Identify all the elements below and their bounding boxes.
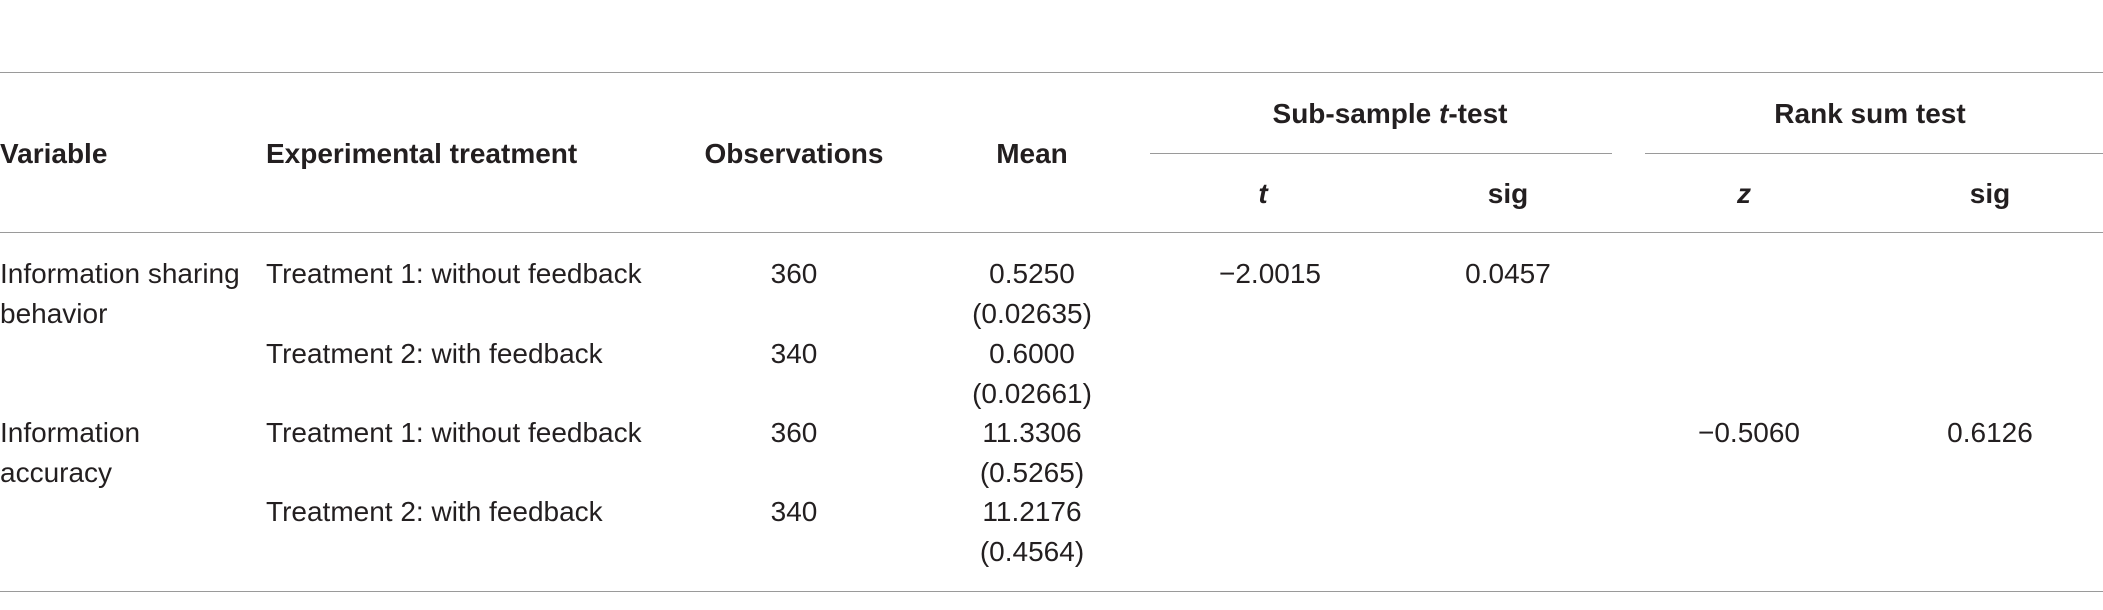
header-treatment: Experimental treatment bbox=[266, 138, 578, 169]
row1-t: −2.0015 bbox=[1219, 258, 1321, 289]
row3-mean-se: (0.5265) bbox=[979, 457, 1085, 488]
row3-variable-line2: accuracy bbox=[0, 457, 113, 488]
top-rule bbox=[0, 72, 2103, 73]
header-z-italic: z bbox=[1737, 178, 1751, 209]
row3-z-sig: 0.6126 bbox=[1947, 417, 2033, 448]
header-z: z bbox=[1737, 174, 1751, 214]
row3-variable-line1: Information bbox=[0, 417, 141, 448]
header-t-italic: t bbox=[1258, 178, 1268, 209]
header-ttest-group-pre: Sub-sample bbox=[1272, 98, 1440, 129]
ranksum-group-rule bbox=[1645, 153, 2103, 154]
header-t: t bbox=[1258, 174, 1267, 214]
row1-observations: 360 bbox=[770, 258, 818, 289]
row3-z: −0.5060 bbox=[1698, 417, 1800, 448]
row1-variable: Information sharing behavior bbox=[0, 254, 240, 334]
header-variable: Variable bbox=[0, 138, 108, 169]
row3-variable: Information accuracy bbox=[0, 413, 140, 493]
row4-mean-se: (0.4564) bbox=[979, 536, 1085, 567]
row1-variable-line2: behavior bbox=[0, 298, 108, 329]
row2-mean-se: (0.02661) bbox=[972, 378, 1092, 409]
row4-observations: 340 bbox=[770, 496, 818, 527]
row1-mean: 0.5250 (0.02635) bbox=[972, 254, 1092, 334]
row1-treatment: Treatment 1: without feedback bbox=[266, 258, 642, 289]
header-ttest-group-post: -test bbox=[1448, 98, 1508, 129]
ttest-group-rule bbox=[1150, 153, 1612, 154]
header-t-sig: sig bbox=[1487, 178, 1529, 209]
row4-mean: 11.2176 (0.4564) bbox=[980, 492, 1084, 572]
header-mean: Mean bbox=[996, 138, 1068, 169]
row3-treatment: Treatment 1: without feedback bbox=[266, 417, 642, 448]
row2-mean-value: 0.6000 bbox=[989, 338, 1075, 369]
row1-t-sig: 0.0457 bbox=[1465, 258, 1551, 289]
header-bottom-rule bbox=[0, 232, 2103, 233]
row1-mean-se: (0.02635) bbox=[972, 298, 1092, 329]
row3-observations: 360 bbox=[770, 417, 818, 448]
header-observations: Observations bbox=[704, 138, 884, 169]
row2-treatment: Treatment 2: with feedback bbox=[266, 338, 603, 369]
header-z-sig: sig bbox=[1969, 178, 2011, 209]
header-ttest-group-italic: t bbox=[1439, 98, 1449, 129]
row4-treatment: Treatment 2: with feedback bbox=[266, 496, 603, 527]
row2-mean: 0.6000 (0.02661) bbox=[972, 334, 1092, 414]
row1-mean-value: 0.5250 bbox=[989, 258, 1075, 289]
row1-variable-line1: Information sharing bbox=[0, 258, 240, 289]
header-ttest-group: Sub-sample t-test bbox=[1273, 94, 1508, 134]
row4-mean-value: 11.2176 bbox=[982, 496, 1082, 527]
row3-mean-value: 11.3306 bbox=[982, 417, 1082, 448]
row2-observations: 340 bbox=[770, 338, 818, 369]
header-ranksum-group: Rank sum test bbox=[1774, 98, 1966, 129]
bottom-rule bbox=[0, 591, 2103, 592]
row3-mean: 11.3306 (0.5265) bbox=[980, 413, 1084, 493]
